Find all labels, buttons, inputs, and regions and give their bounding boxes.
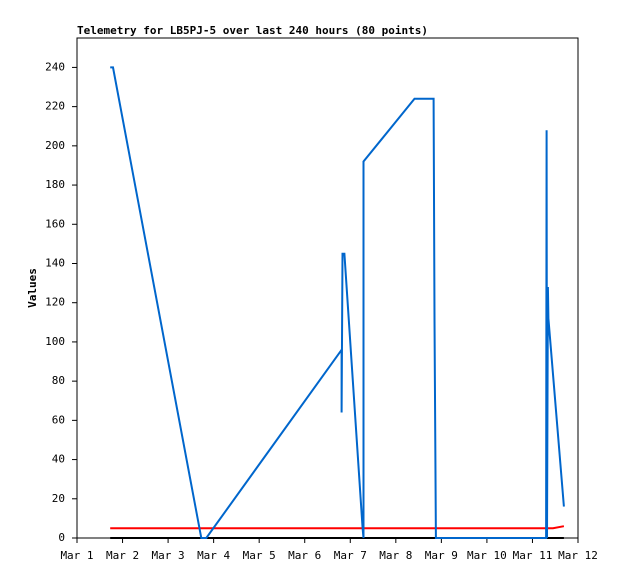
x-tick-label: Mar 5 bbox=[243, 549, 276, 562]
x-tick-label: Mar 11 bbox=[513, 549, 553, 562]
x-tick-label: Mar 9 bbox=[425, 549, 458, 562]
x-tick-label: Mar 12 bbox=[558, 549, 598, 562]
x-tick-label: Mar 4 bbox=[197, 549, 230, 562]
series-line bbox=[110, 66, 565, 539]
y-tick-label: 80 bbox=[52, 374, 65, 387]
x-tick-label: Mar 1 bbox=[60, 549, 93, 562]
x-tick-label: Mar 8 bbox=[379, 549, 412, 562]
x-tick-label: Mar 6 bbox=[288, 549, 321, 562]
y-tick-label: 120 bbox=[45, 296, 65, 309]
y-tick-label: 240 bbox=[45, 60, 65, 73]
y-axis-label: Values bbox=[26, 268, 39, 308]
y-tick-label: 0 bbox=[58, 531, 65, 544]
y-tick-label: 100 bbox=[45, 335, 65, 348]
plot-frame bbox=[76, 37, 579, 539]
y-tick-label: 60 bbox=[52, 413, 65, 426]
x-tick-label: Mar 7 bbox=[334, 549, 367, 562]
y-tick-label: 20 bbox=[52, 492, 65, 505]
x-tick-label: Mar 10 bbox=[467, 549, 507, 562]
y-tick-label: 200 bbox=[45, 139, 65, 152]
x-tick-label: Mar 2 bbox=[106, 549, 139, 562]
y-tick-label: 180 bbox=[45, 178, 65, 191]
y-tick-label: 140 bbox=[45, 256, 65, 269]
series-line bbox=[110, 525, 565, 530]
chart-title: Telemetry for LB5PJ-5 over last 240 hour… bbox=[77, 24, 428, 37]
y-tick-label: 160 bbox=[45, 217, 65, 230]
y-tick-label: 40 bbox=[52, 453, 65, 466]
y-tick-label: 220 bbox=[45, 100, 65, 113]
x-tick-label: Mar 3 bbox=[152, 549, 185, 562]
